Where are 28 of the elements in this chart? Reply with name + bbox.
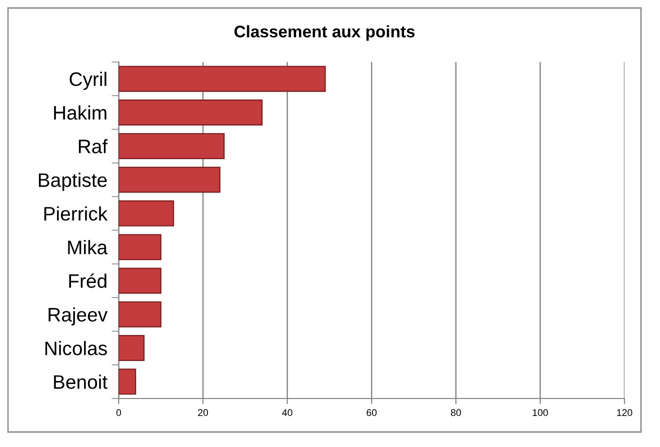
x-tick-label: 100 xyxy=(532,409,548,416)
bar xyxy=(118,66,326,92)
chart-title: Classement aux points xyxy=(234,25,415,41)
y-tick-label: Raf xyxy=(78,139,108,154)
x-tick-label: 120 xyxy=(617,409,632,416)
y-tick-label: Benoit xyxy=(54,374,108,389)
x-tick-label: 0 xyxy=(116,409,122,416)
y-tick-label: Pierrick xyxy=(44,206,108,221)
bar xyxy=(118,268,162,294)
bar xyxy=(118,301,162,328)
x-tick-label: 80 xyxy=(450,409,461,416)
y-tick-label: Rajeev xyxy=(48,307,108,326)
bar xyxy=(118,166,220,193)
bar xyxy=(118,200,174,226)
bar xyxy=(118,335,145,362)
y-tick-label: Mika xyxy=(68,240,108,254)
x-tick-label: 20 xyxy=(198,409,208,416)
y-tick-label: Hakim xyxy=(54,105,106,120)
bar xyxy=(118,368,136,395)
bar xyxy=(118,133,225,160)
y-tick-label: Cyril xyxy=(70,72,106,90)
bar xyxy=(118,99,263,126)
x-tick-label: 60 xyxy=(366,409,377,416)
y-tick-label: Baptiste xyxy=(38,172,107,191)
y-tick-label: Fréd xyxy=(69,273,106,288)
y-tick-label: Nicolas xyxy=(45,340,107,356)
x-tick-label: 40 xyxy=(282,409,292,416)
bar xyxy=(118,234,162,260)
